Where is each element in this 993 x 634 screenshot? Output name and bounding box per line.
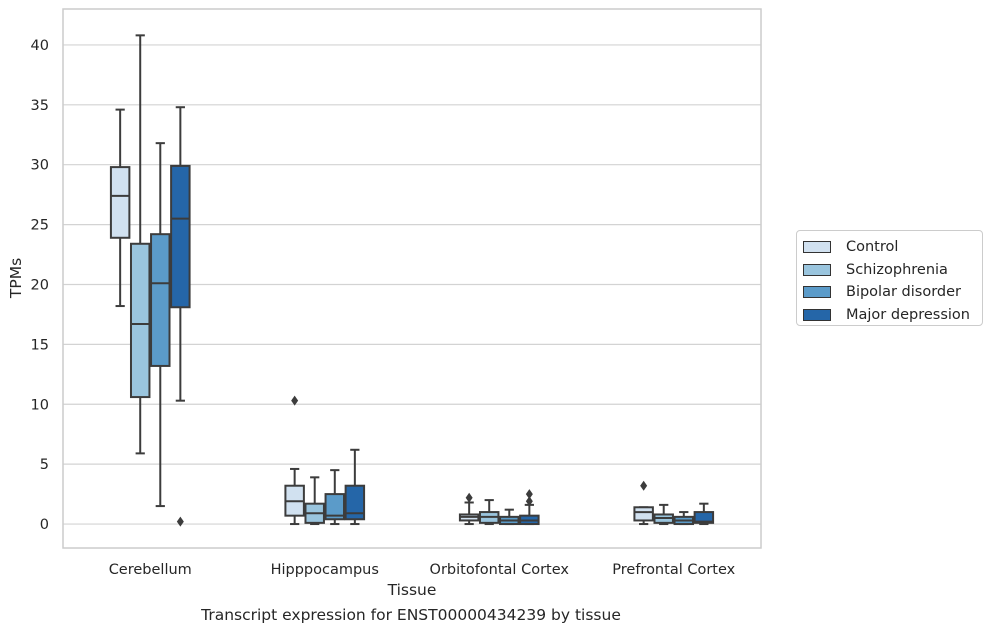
box-plot [344, 448, 366, 526]
legend-label: Major depression [846, 306, 970, 323]
chart-caption: Transcript expression for ENST0000043423… [201, 606, 621, 624]
y-tick-label: 40 [31, 38, 49, 54]
box-plot [478, 499, 500, 526]
plot-frame [62, 8, 762, 549]
legend-item: Control [797, 236, 982, 259]
box-plot [304, 476, 325, 526]
x-axis-label: Tissue [387, 581, 437, 599]
box [693, 511, 715, 524]
box-plot [499, 508, 520, 526]
box-plot [109, 108, 131, 308]
legend-item: Schizophrenia [797, 259, 982, 282]
outlier-point [291, 395, 299, 406]
box [109, 166, 131, 239]
legend-label: Bipolar disorder [846, 284, 961, 301]
box [150, 233, 171, 367]
y-axis-label: TPMs [7, 258, 25, 299]
box-plot [633, 480, 654, 526]
outlier-point [465, 492, 473, 503]
legend-label: Control [846, 239, 899, 256]
legend-label: Schizophrenia [846, 261, 948, 278]
box-plot [284, 395, 305, 526]
box [170, 164, 191, 309]
outlier-point [525, 496, 533, 507]
box [129, 242, 151, 399]
box-plot [324, 469, 346, 526]
box [324, 493, 346, 521]
legend: Control Schizophrenia Bipolar disorder Majo… [796, 230, 983, 326]
y-tick-label: 20 [31, 277, 49, 293]
outlier-point [525, 489, 533, 500]
outlier-point [640, 480, 648, 491]
y-tick-label: 15 [31, 337, 49, 353]
box-plot [693, 502, 715, 526]
x-tick-label: Cerebellum [109, 562, 192, 578]
x-tick-label: Hipppocampus [271, 562, 379, 578]
box-plot [150, 142, 171, 508]
y-tick-labels: 0 5 10 15 20 25 30 35 40 [31, 38, 49, 533]
box-groups [109, 34, 715, 527]
x-tick-labels: Cerebellum Hipppocampus Orbitofontal Corte… [109, 562, 736, 578]
y-tick-label: 5 [40, 457, 49, 473]
legend-swatch [803, 308, 831, 321]
box-plot [673, 511, 695, 526]
box-plot [129, 34, 151, 455]
legend-item: Bipolar disorder [797, 281, 982, 304]
box-plot [170, 106, 191, 527]
box-plot [458, 492, 480, 526]
legend-item: Major depression [797, 304, 982, 327]
y-tick-label: 35 [31, 98, 49, 114]
box-plot [653, 503, 674, 526]
box [633, 506, 654, 522]
legend-swatch [803, 241, 831, 254]
x-tick-label: Prefrontal Cortex [612, 562, 735, 578]
box-plot [519, 489, 540, 526]
y-tick-label: 0 [40, 517, 49, 533]
y-tick-label: 10 [31, 397, 49, 413]
y-tick-label: 30 [31, 158, 49, 174]
x-tick-label: Orbitofontal Cortex [430, 562, 570, 578]
outlier-point [176, 516, 184, 527]
box [344, 484, 366, 521]
legend-swatch [803, 286, 831, 299]
legend-swatch [803, 263, 831, 276]
y-tick-label: 25 [31, 218, 49, 234]
